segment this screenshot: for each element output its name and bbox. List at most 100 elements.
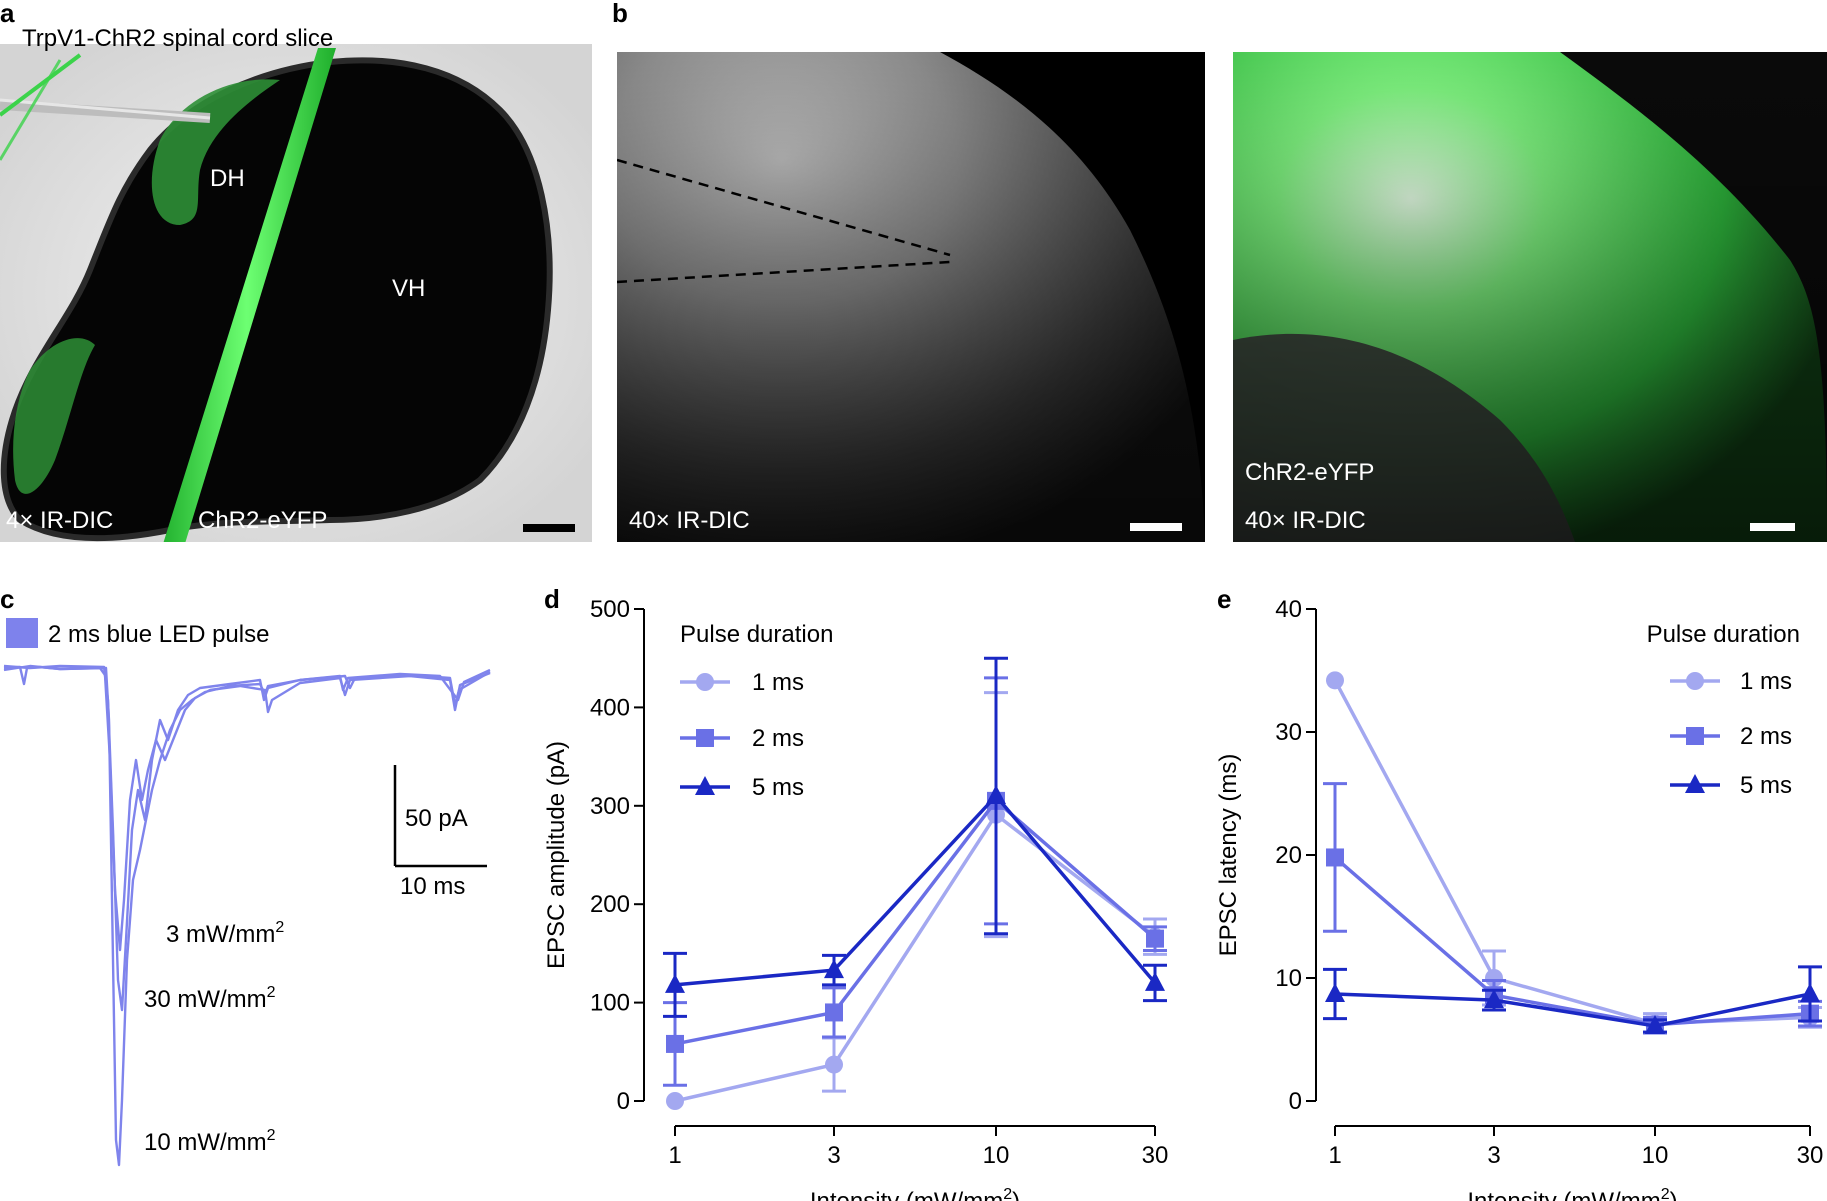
series-line xyxy=(1334,992,1811,1028)
marker-triangle xyxy=(1325,982,1345,1002)
x-tick-label: 3 xyxy=(827,1142,840,1169)
x-tick-label: 3 xyxy=(1487,1142,1500,1169)
panel-c: c 2 ms blue LED pulse 50 pA 10 ms 3 mW/m… xyxy=(0,584,491,1167)
scale-bar-y-label: 50 pA xyxy=(405,805,468,832)
x-axis-label: Intensity (mW/mm2) xyxy=(1467,1186,1677,1201)
legend-label: 2 ms xyxy=(752,725,804,752)
legend-entry: 1 ms xyxy=(1670,668,1792,695)
scale-bar-c xyxy=(393,765,487,868)
led-pulse-legend-box xyxy=(6,618,38,648)
marker-square xyxy=(825,1003,843,1022)
marker-square xyxy=(666,1034,684,1053)
panel-a-title: TrpV1-ChR2 spinal cord slice xyxy=(22,25,333,52)
legend-entry: 1 ms xyxy=(680,669,804,696)
panel-a-magnification: 4× IR-DIC xyxy=(6,507,113,534)
marker-circle xyxy=(666,1092,684,1110)
trace-label-10mw: 10 mW/mm2 xyxy=(144,1127,276,1156)
marker-circle xyxy=(825,1055,843,1074)
marker-triangle xyxy=(1645,1014,1665,1034)
y-tick-label: 500 xyxy=(590,596,630,623)
panel-a: a TrpV1-ChR2 spinal cord slice DH VH 4× … xyxy=(0,0,592,542)
marker-circle xyxy=(696,673,714,691)
panel-b-left-scale-bar xyxy=(1130,523,1182,531)
y-tick-label: 300 xyxy=(590,793,630,820)
marker-triangle xyxy=(1145,971,1165,991)
series-line xyxy=(674,812,1157,1103)
marker-circle xyxy=(1485,969,1503,987)
scale-bar-x-label: 10 ms xyxy=(400,873,465,900)
panel-b-left-magnification: 40× IR-DIC xyxy=(629,507,750,534)
x-tick-label: 1 xyxy=(1328,1142,1341,1169)
epsc-trace-10mw xyxy=(3,664,491,1167)
legend-entry: 5 ms xyxy=(1670,772,1792,799)
panel-b-right-magnification: 40× IR-DIC xyxy=(1245,507,1366,534)
marker-square xyxy=(1146,929,1164,948)
legend-title: Pulse duration xyxy=(680,621,833,648)
trace-label-3mw: 3 mW/mm2 xyxy=(166,919,284,948)
marker-triangle xyxy=(824,959,844,979)
panel-a-letter: a xyxy=(0,0,15,28)
x-tick-label: 10 xyxy=(983,1142,1010,1169)
y-tick-label: 20 xyxy=(1275,842,1302,869)
chart-e: 0 10 20 30 40 1 3 10 30 EPSC latency (ms) Intensit… xyxy=(1215,596,1823,1201)
x-tick-label: 1 xyxy=(668,1142,681,1169)
legend-entry: 2 ms xyxy=(680,725,804,752)
chart-d: 0 100 200 300 400 500 1 3 10 30 EPSC amplitude (pA… xyxy=(543,596,1168,1201)
marker-triangle xyxy=(986,784,1006,804)
panel-b-right-micrograph xyxy=(1233,52,1827,542)
series-line xyxy=(674,793,1157,987)
legend-label: 2 ms xyxy=(1740,723,1792,750)
pipette-outline-bottom xyxy=(617,260,951,284)
optical-fiber xyxy=(163,48,336,542)
y-axis-label: EPSC amplitude (pA) xyxy=(543,741,570,969)
epsc-trace-30mw xyxy=(3,664,491,1012)
marker-triangle xyxy=(665,973,685,993)
legend-title: Pulse duration xyxy=(1647,621,1800,648)
panel-b-letter: b xyxy=(612,0,628,28)
y-tick-label: 0 xyxy=(617,1088,630,1115)
series-line xyxy=(1333,679,1811,1026)
y-tick-label: 100 xyxy=(590,990,630,1017)
series-line xyxy=(674,798,1157,1046)
epsc-traces xyxy=(3,664,491,1167)
y-tick-label: 40 xyxy=(1275,596,1302,623)
series-line xyxy=(1333,856,1811,1027)
y-axis-label: EPSC latency (ms) xyxy=(1215,754,1242,957)
marker-triangle xyxy=(1800,982,1820,1002)
y-tick-label: 10 xyxy=(1275,965,1302,992)
marker-triangle xyxy=(1685,774,1705,793)
series-5ms xyxy=(663,656,1167,1018)
legend-label: 1 ms xyxy=(752,669,804,696)
panel-b: b 40× IR-DIC ChR2-eYFP 40× IR-DIC xyxy=(612,0,1827,542)
y-tick-label: 200 xyxy=(590,891,630,918)
panel-b-left-micrograph xyxy=(617,52,1205,542)
panel-b-right-chr2-label: ChR2-eYFP xyxy=(1245,459,1374,486)
legend-label: 1 ms xyxy=(1740,668,1792,695)
trace-label-30mw: 30 mW/mm2 xyxy=(144,984,276,1013)
marker-square xyxy=(696,729,714,747)
panel-c-letter: c xyxy=(0,584,14,614)
label-vh: VH xyxy=(392,275,425,302)
recording-pipette xyxy=(0,53,211,161)
panel-a-micrograph xyxy=(0,44,592,542)
panel-d-letter: d xyxy=(544,584,560,614)
marker-triangle xyxy=(695,776,715,795)
marker-triangle xyxy=(1484,989,1504,1009)
x-axis-label: Intensity (mW/mm2) xyxy=(810,1186,1020,1201)
y-tick-label: 400 xyxy=(590,694,630,721)
legend-label: 5 ms xyxy=(752,774,804,801)
x-tick-label: 10 xyxy=(1642,1142,1669,1169)
panel-a-scale-bar xyxy=(523,524,575,532)
marker-circle xyxy=(1326,671,1344,690)
led-pulse-legend-label: 2 ms blue LED pulse xyxy=(48,621,269,648)
panel-e-letter: e xyxy=(1217,584,1231,614)
panel-d: d 0 100 200 300 400 500 1 3 10 30 EPSC amplitude (… xyxy=(543,584,1168,1201)
legend-entry: 5 ms xyxy=(680,774,804,801)
marker-square xyxy=(1326,848,1344,867)
marker-circle xyxy=(1686,672,1704,690)
panel-e: e 0 10 20 30 40 1 3 10 30 EPSC latency (ms) Intens… xyxy=(1215,584,1823,1201)
x-tick-label: 30 xyxy=(1797,1142,1824,1169)
legend-label: 5 ms xyxy=(1740,772,1792,799)
y-tick-label: 30 xyxy=(1275,719,1302,746)
